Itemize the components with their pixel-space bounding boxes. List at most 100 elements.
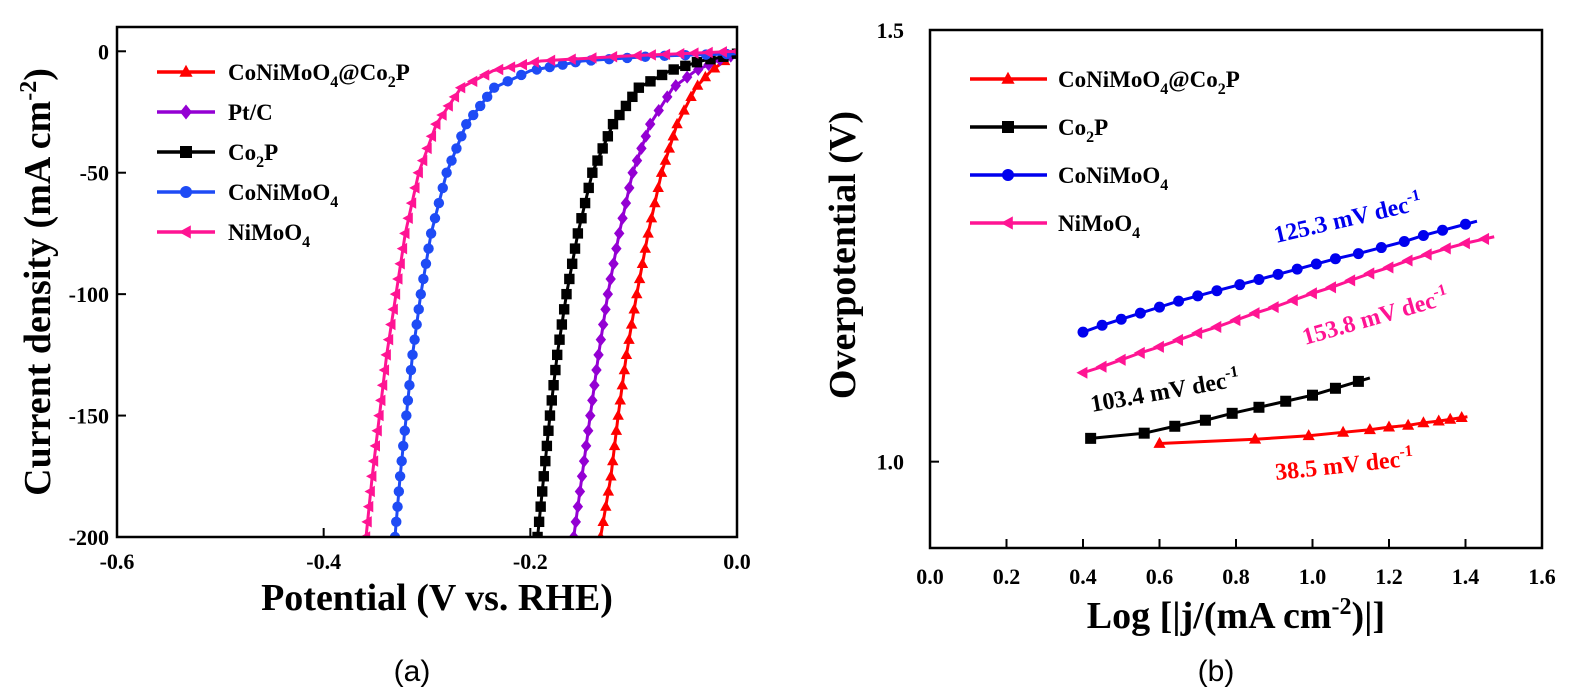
data-point [1133, 346, 1145, 359]
data-point [614, 394, 626, 405]
data-point [578, 454, 590, 468]
panel-a-legend: CoNiMoO4@Co2P Pt/C Co2P CoNiMoO4 NiMoO4 [157, 60, 410, 251]
data-point [645, 212, 658, 223]
panel-b-y-tick-label: 1.0 [877, 450, 905, 475]
data-point [623, 333, 635, 344]
data-point [421, 142, 432, 155]
data-point [454, 81, 466, 94]
panel-a-y-tick-label: -200 [69, 525, 109, 550]
panel-b-x-tick-label: 0.4 [1069, 564, 1097, 589]
data-point [617, 211, 628, 225]
data-point [583, 424, 594, 438]
data-point [1382, 261, 1394, 274]
panel-b-legend: CoNiMoO4@Co2P Co2P CoNiMoO4 NiMoO4 [970, 67, 1240, 242]
data-point [478, 69, 490, 81]
data-point [624, 181, 635, 195]
data-point [548, 380, 559, 391]
data-point [1173, 295, 1185, 307]
series-nimoo4 [1076, 232, 1495, 379]
data-point [1352, 375, 1364, 387]
data-point [389, 288, 401, 300]
data-point [1077, 326, 1089, 338]
data-point [543, 425, 554, 436]
data-point [1134, 307, 1146, 319]
data-point [1310, 258, 1322, 270]
data-point [373, 409, 384, 422]
data-point [606, 51, 618, 63]
data-point [608, 257, 619, 271]
data-point [448, 91, 460, 103]
legend-marker-icon [1002, 121, 1014, 133]
panel-a-x-tick-label: -0.2 [513, 549, 548, 574]
data-point [691, 57, 703, 68]
series-pt-c [568, 49, 737, 537]
data-point [420, 258, 432, 269]
data-point [399, 227, 410, 240]
legend-label-conimoo4: CoNiMoO4 [1058, 163, 1168, 194]
data-point [456, 131, 467, 142]
data-point [1337, 425, 1350, 437]
slope-annotation-co2p: 103.4 mV dec-1 [1088, 363, 1242, 418]
legend-item-co2p: Co2P [970, 115, 1108, 146]
data-point [1432, 414, 1445, 426]
data-point [597, 515, 609, 526]
panel-a-plot-frame [115, 25, 739, 539]
legend-marker-icon [180, 146, 192, 158]
data-point [610, 424, 623, 435]
data-point [653, 103, 664, 117]
data-point [475, 100, 486, 112]
data-point [595, 333, 607, 347]
data-point [1199, 414, 1211, 426]
data-point [561, 288, 572, 300]
data-point [540, 455, 551, 467]
legend-item-pt-c: Pt/C [157, 100, 273, 125]
data-point [436, 109, 447, 121]
data-point [409, 334, 420, 345]
data-point [1229, 314, 1241, 327]
data-point [645, 117, 656, 131]
panel-b-label: (b) [1198, 655, 1235, 688]
data-point [1363, 423, 1376, 435]
data-point [662, 90, 673, 104]
data-point [565, 53, 576, 65]
data-point [607, 118, 619, 130]
data-point [1398, 236, 1410, 248]
legend-marker-icon [180, 186, 192, 198]
slope-annotation-conimoo4-co2p: 38.5 mV dec-1 [1274, 443, 1415, 486]
data-point [405, 197, 417, 209]
data-point [1210, 320, 1222, 334]
data-point [566, 258, 578, 269]
data-point [441, 167, 452, 178]
data-point [371, 425, 382, 437]
data-point [392, 273, 403, 285]
data-point [572, 500, 584, 514]
data-point [528, 56, 539, 68]
data-point [369, 440, 381, 452]
data-point [442, 100, 453, 112]
data-point [1138, 427, 1150, 439]
data-point [1363, 267, 1375, 280]
panel-b-x-tick-label: 1.2 [1375, 564, 1403, 589]
data-point [580, 439, 592, 453]
data-point [1352, 248, 1364, 260]
panel-b-y-axis-title: Overpotential (V) [822, 111, 864, 399]
data-point [572, 228, 584, 239]
data-point [1154, 301, 1165, 313]
data-point [537, 486, 548, 497]
data-point [1329, 253, 1341, 265]
data-point [401, 410, 412, 421]
data-point [708, 62, 721, 73]
data-point [535, 501, 546, 512]
data-point [605, 272, 616, 286]
data-point [1253, 274, 1265, 286]
data-point [433, 197, 445, 209]
data-point [631, 287, 643, 299]
data-point [589, 378, 600, 392]
data-point [591, 363, 602, 377]
data-point [1169, 420, 1181, 432]
data-point [691, 79, 704, 90]
data-point [364, 485, 375, 498]
data-point [1172, 333, 1184, 346]
series-nimoo4 [359, 46, 737, 537]
data-point [574, 484, 586, 498]
